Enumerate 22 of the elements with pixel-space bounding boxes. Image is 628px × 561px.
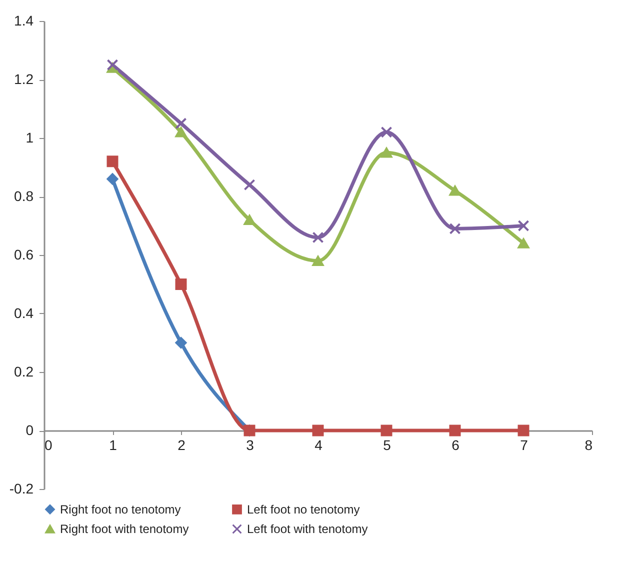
x-tick-label: 0: [44, 437, 52, 453]
x-tick-label: 5: [383, 437, 392, 453]
y-tick-label: 0: [26, 422, 34, 438]
y-tick-label: 0.8: [14, 188, 34, 204]
y-tick-label: 1.4: [14, 12, 34, 28]
x-tick-label: 7: [520, 437, 528, 453]
x-tick-label: 3: [246, 437, 254, 453]
legend-label: Left foot no tenotomy: [247, 502, 360, 516]
x-tick-label: 6: [452, 437, 460, 453]
x-tick-label: 4: [314, 437, 323, 453]
y-tick-label: 0.2: [14, 364, 34, 380]
legend-label: Right foot with tenotomy: [60, 522, 189, 536]
x-tick-label: 8: [584, 437, 593, 453]
x-tick-label: 1: [109, 437, 118, 453]
legend-label: Left foot with tenotomy: [247, 522, 368, 536]
legend-label: Right foot no tenotomy: [60, 502, 181, 516]
y-tick-label: -0.2: [9, 480, 34, 496]
y-tick-label: 1.2: [14, 71, 34, 87]
y-tick-label: 1: [26, 130, 34, 146]
y-tick-label: 0.4: [14, 305, 34, 321]
x-tick-label: 2: [178, 437, 186, 453]
y-tick-label: 0.6: [14, 246, 34, 262]
